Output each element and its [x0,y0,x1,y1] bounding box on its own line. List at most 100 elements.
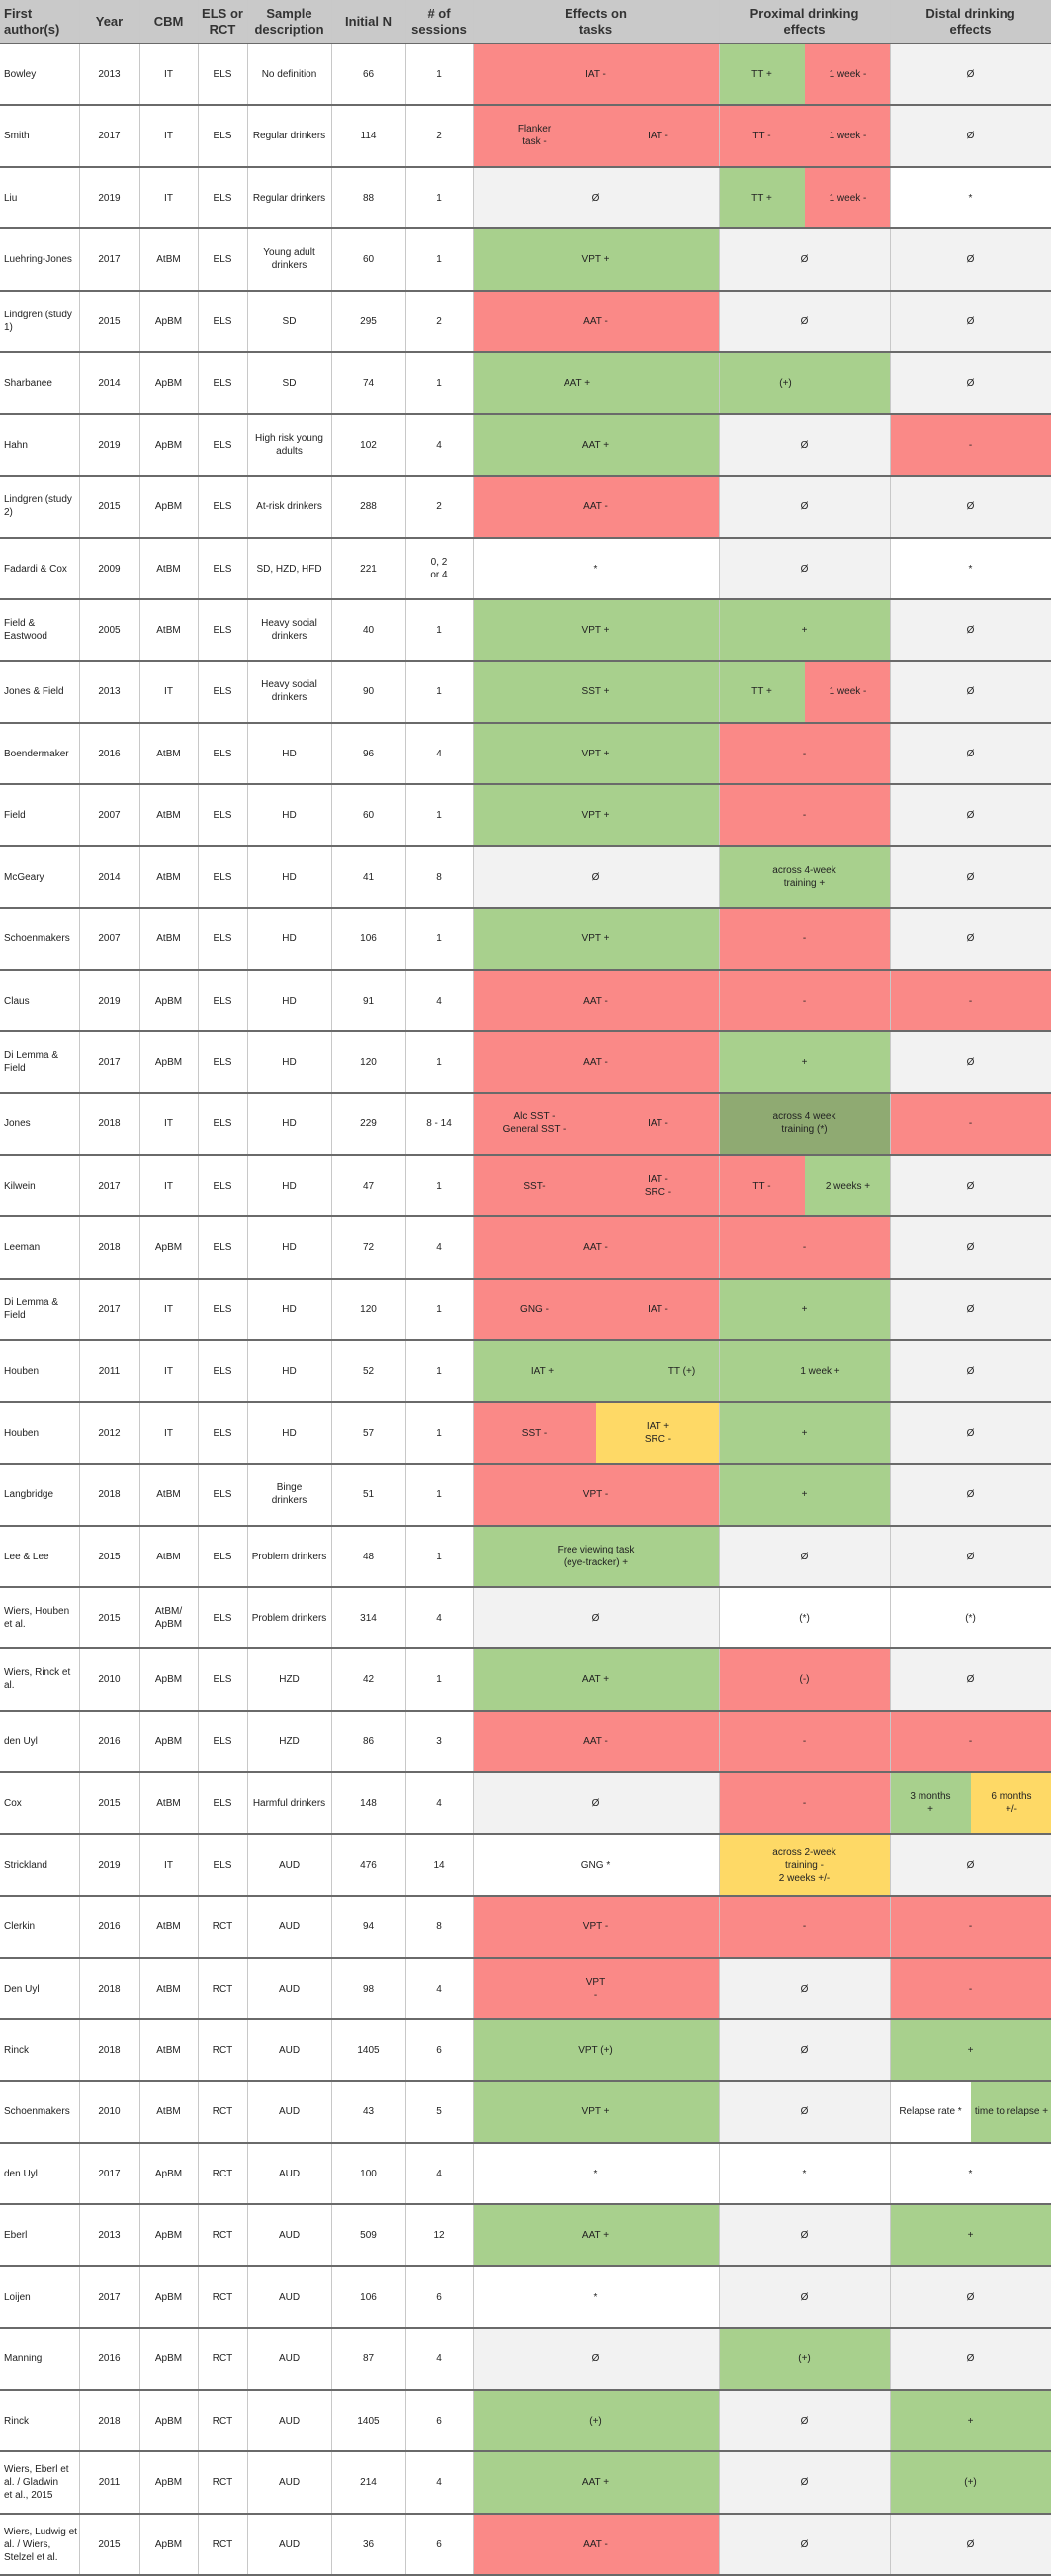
first-author: Houben [0,1340,79,1401]
task-effect: IAT - [596,1279,720,1340]
sessions: 6 [405,2514,473,2575]
sessions: 2 [405,105,473,166]
sessions: 8 - 14 [405,1093,473,1154]
task-effect: AAT + [473,2204,719,2265]
proximal-effect: - [719,1711,890,1772]
task-effect: SST - [473,1402,596,1464]
cbm: IT [139,1402,198,1464]
els-rct: ELS [198,1711,247,1772]
sessions: 1 [405,167,473,228]
distal-effect: - [890,1711,1051,1772]
sessions: 4 [405,1958,473,2019]
first-author: Sharbanee [0,352,79,413]
row-divider [0,2080,1051,2082]
first-author: Field & Eastwood [0,599,79,661]
cbm: ApBM [139,2204,198,2265]
distal-effect: + [890,2019,1051,2081]
sessions: 4 [405,1216,473,1278]
task-effect: * [473,538,719,599]
distal-effect: Ø [890,723,1051,784]
row-divider [0,1586,1051,1588]
sample-description: HD [247,1031,331,1093]
distal-effect: - [890,1958,1051,2019]
sample-description: SD, HZD, HFD [247,538,331,599]
first-author: Den Uyl [0,1958,79,2019]
cbm: AtBM [139,723,198,784]
initial-n: 106 [331,908,405,969]
els-rct: RCT [198,2451,247,2513]
sample-description: HD [247,846,331,908]
task-effect: VPT + [473,723,719,784]
first-author: Leeman [0,1216,79,1278]
els-rct: ELS [198,1526,247,1587]
sample-description: HD [247,1093,331,1154]
proximal-effect: Ø [719,2390,890,2451]
sample-description: AUD [247,2266,331,2328]
row-divider [0,1833,1051,1835]
els-rct: ELS [198,661,247,722]
first-author: Claus [0,970,79,1031]
proximal-effect: TT + [719,44,805,105]
els-rct: ELS [198,908,247,969]
distal-effect: Ø [890,599,1051,661]
cbm: ApBM [139,2390,198,2451]
initial-n: 60 [331,228,405,290]
distal-effect: Ø [890,1464,1051,1525]
row-divider [0,1401,1051,1403]
sessions: 4 [405,2143,473,2204]
proximal-effect: - [719,723,890,784]
sample-description: High risk young adults [247,414,331,476]
cbm: IT [139,1834,198,1896]
sessions: 1 [405,784,473,845]
task-effect: AAT - [473,1216,719,1278]
column-divider [405,0,406,2575]
first-author: Smith [0,105,79,166]
year: 2009 [79,538,139,599]
task-effect: AAT - [473,2514,719,2575]
row-divider [0,2327,1051,2329]
year: 2010 [79,2081,139,2142]
sample-description: HD [247,784,331,845]
first-author: Rinck [0,2390,79,2451]
sample-description: HD [247,1402,331,1464]
sample-description: AUD [247,1958,331,2019]
first-author: Lindgren (study 1) [0,291,79,352]
initial-n: 43 [331,2081,405,2142]
sessions: 1 [405,1279,473,1340]
column-divider [719,0,720,2575]
proximal-effect: TT - [719,105,805,166]
year: 2013 [79,2204,139,2265]
task-effect: VPT - [473,1896,719,1957]
year: 2015 [79,1772,139,1833]
distal-effect: Ø [890,1402,1051,1464]
cbm: IT [139,105,198,166]
els-rct: ELS [198,846,247,908]
first-author: Wiers, Rinck et al. [0,1648,79,1710]
cbm: ApBM [139,2328,198,2389]
cbm: IT [139,1279,198,1340]
initial-n: 100 [331,2143,405,2204]
sample-description: Regular drinkers [247,105,331,166]
initial-n: 91 [331,970,405,1031]
proximal-effect: + [719,1279,890,1340]
first-author: Strickland [0,1834,79,1896]
sessions: 12 [405,2204,473,2265]
proximal-effect: Ø [719,2081,890,2142]
year: 2018 [79,2390,139,2451]
row-divider [0,43,1051,44]
sample-description: HZD [247,1648,331,1710]
task-effect: Ø [473,846,719,908]
initial-n: 36 [331,2514,405,2575]
sessions: 3 [405,1711,473,1772]
distal-effect: Ø [890,846,1051,908]
header-effects-tasks: Effects on tasks [473,0,719,44]
cbm: IT [139,167,198,228]
proximal-effect: Ø [719,2451,890,2513]
task-effect: VPT - [473,1958,719,2019]
sample-description: SD [247,352,331,413]
proximal-effect: TT - [719,1155,805,1216]
task-effect: IAT - SRC - [596,1155,720,1216]
els-rct: ELS [198,723,247,784]
proximal-effect: - [719,1216,890,1278]
initial-n: 221 [331,538,405,599]
